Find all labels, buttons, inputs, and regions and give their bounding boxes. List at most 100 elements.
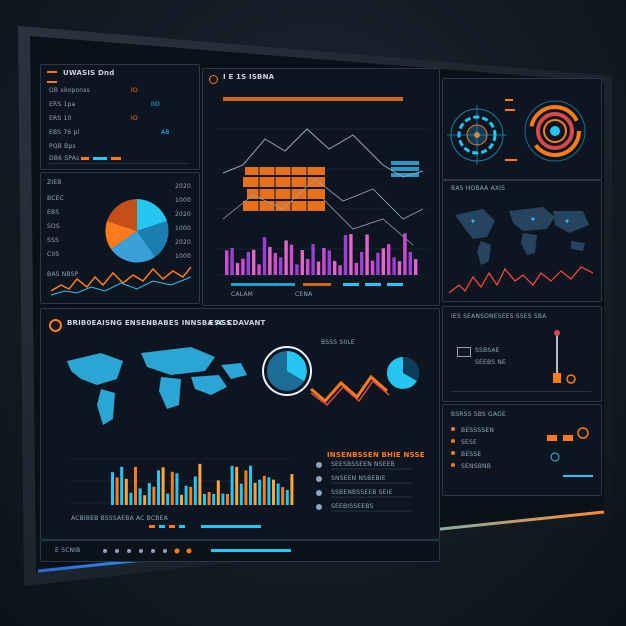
decor-bar <box>193 476 197 505</box>
decor-bar <box>333 261 337 275</box>
world-map <box>448 207 594 294</box>
settings-icon[interactable] <box>457 347 471 357</box>
right-mid-title: IES SEANSONESEES SSES SBA <box>451 313 547 320</box>
stats-row: DB6 SPAs <box>49 155 80 162</box>
decor-bar <box>230 465 234 505</box>
decor-bar <box>166 493 170 505</box>
decor-bar <box>365 234 369 275</box>
decor-bar <box>290 474 294 505</box>
decor-bar <box>262 475 266 505</box>
bottom-bar: E SCNIB <box>40 540 440 562</box>
decor-bar <box>230 247 234 275</box>
lower-list-item[interactable]: SSBENBSSEEB SEIE <box>331 489 393 496</box>
monitor: UWASIS Dnd OB xkoponss ERS 1pa ERS 10 EB… <box>16 20 612 586</box>
pie-label: ZIEB <box>47 179 62 186</box>
stats-panel: UWASIS Dnd OB xkoponss ERS 1pa ERS 10 EB… <box>40 64 200 170</box>
decor-bar <box>258 479 262 505</box>
pie-value: 2020 <box>175 183 192 190</box>
decor-bar <box>239 483 243 505</box>
main-chart-title: I E 1S ISBNA <box>223 73 275 81</box>
decor-bar <box>175 473 179 505</box>
lower-list-item[interactable]: SEESBSSEEN NSEEB <box>331 461 395 468</box>
decor-bar <box>157 470 160 505</box>
decor-bar <box>327 250 331 275</box>
world-map-panel: BAS HOBAA AXIS <box>442 180 602 302</box>
decor-bar <box>235 263 240 275</box>
pie-label: C0S <box>47 251 60 258</box>
decor-bar <box>241 258 245 275</box>
pie-value: 1000 <box>175 225 192 232</box>
main-chart-footer-right: CENA <box>295 291 313 298</box>
lower-footer: ACBIBEB BSSSAEBA AC BCBEA <box>71 515 168 522</box>
lower-world-map <box>67 347 247 425</box>
decor-bar <box>397 261 402 275</box>
decor-bar <box>225 250 229 275</box>
decor-bar <box>306 259 310 275</box>
right-mid-item: SEEBS NE <box>475 359 506 366</box>
decor-bar <box>284 240 288 275</box>
lower-title: BRIB0EAISNG ENSENBABES INNSBA ASS <box>67 319 232 327</box>
decor-bar <box>212 493 216 505</box>
main-chart <box>217 97 429 286</box>
gauges <box>447 99 586 165</box>
pie-footer: BAS NBSP <box>47 271 79 278</box>
decor-bar <box>216 480 220 505</box>
stats-value: IO <box>131 115 138 122</box>
right-bottom-item: BESSE <box>461 451 482 458</box>
pie-label: SOS <box>47 223 60 230</box>
decor-bar <box>111 472 114 505</box>
decor-bar <box>161 467 165 505</box>
right-bottom-item: SENSBNB <box>461 463 492 470</box>
decor-bar <box>203 493 206 505</box>
target-gauge-icon <box>447 105 507 165</box>
lower-list-item[interactable]: SNSEEN NSBEBIE <box>331 475 386 482</box>
decor-bar <box>252 249 256 275</box>
decor-bar <box>129 492 133 505</box>
right-mid-item: SSBSAE <box>475 347 500 354</box>
stats-row: OB xkoponss <box>49 87 90 94</box>
stats-value: IO <box>131 87 138 94</box>
decor-bar <box>152 486 156 505</box>
decor-bar <box>221 493 225 505</box>
decor-bar <box>235 466 239 505</box>
right-bottom-visual <box>451 427 593 477</box>
right-bottom-panel: BSRSS SBS GAGE BESSSSEN SESE BESSE SENSB… <box>442 404 602 496</box>
decor-bar <box>246 251 250 275</box>
bottom-bar-dots <box>103 548 291 554</box>
stats-row: PQB Bps <box>49 143 76 150</box>
stats-row: ERS 1pa <box>49 101 76 108</box>
gauge-icon[interactable] <box>49 319 62 332</box>
map-title: BAS HOBAA AXIS <box>451 185 506 192</box>
decor-bar <box>257 264 261 275</box>
target-icon[interactable] <box>209 75 218 84</box>
decor-bar <box>311 244 315 275</box>
decor-bar <box>322 247 326 275</box>
gauges-panel <box>442 78 602 180</box>
decor-bar <box>124 478 128 505</box>
pie-label: BCEC <box>47 195 64 202</box>
decor-bar <box>343 235 348 275</box>
stats-value: IIO <box>151 101 160 108</box>
stats-row: EBS 76 pl <box>49 129 80 136</box>
decor-bar <box>262 237 267 275</box>
decor-bar <box>408 251 412 275</box>
decor-bar <box>244 470 248 505</box>
lower-list-title: INSENBSSEN BHIE NSSE <box>327 451 425 459</box>
right-mid-panel: IES SEANSONESEES SSES SBA SSBSAE SEEBS N… <box>442 306 602 402</box>
decor-bar <box>295 264 299 275</box>
decor-bar <box>381 248 385 275</box>
menu-icon[interactable] <box>47 71 57 83</box>
right-bottom-item: SESE <box>461 439 477 446</box>
decor-bar <box>349 234 353 275</box>
decor-bar <box>403 233 407 275</box>
stats-title: UWASIS Dnd <box>63 69 115 77</box>
lower-chart-label: BSSS S0LE <box>321 339 355 346</box>
decor-bar <box>138 488 142 505</box>
decor-bar <box>120 466 124 505</box>
lower-list-item[interactable]: SEEBISSEEBS <box>331 503 374 510</box>
decor-bar <box>276 483 280 505</box>
bottom-bar-label: E SCNIB <box>55 547 81 554</box>
decor-bar <box>184 485 188 505</box>
decor-bar <box>226 493 229 505</box>
decor-bar <box>267 477 271 505</box>
